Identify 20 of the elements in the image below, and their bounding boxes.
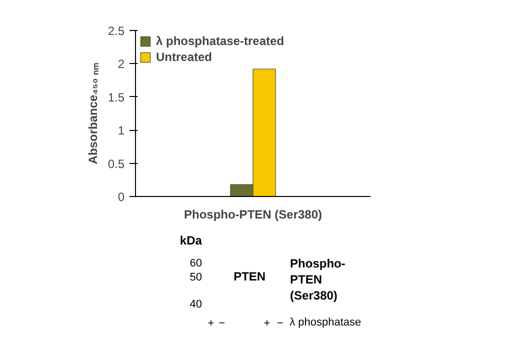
y-tick-label: 1.5 <box>108 90 125 104</box>
legend-label: λ phosphatase-treated <box>156 34 284 48</box>
y-tick-label: 0.5 <box>108 156 125 171</box>
text: + <box>264 318 270 330</box>
y-tick-label: 2.5 <box>108 24 125 38</box>
text: + <box>208 318 214 330</box>
y-tick-label: 2 <box>118 57 125 72</box>
text: 60 <box>190 258 202 270</box>
text: PTEN <box>234 270 266 284</box>
text: 50 <box>190 272 202 284</box>
text: − <box>276 318 284 330</box>
legend-label: Untreated <box>156 50 212 64</box>
text: − <box>218 318 226 330</box>
text: Phospho-PTEN (Ser380) <box>290 256 346 303</box>
text: 40 <box>190 298 202 310</box>
y-tick-label: 0 <box>118 190 125 204</box>
text: λ phosphatase <box>290 316 362 328</box>
y-tick-label: 1 <box>118 124 125 138</box>
text: kDa <box>180 234 202 248</box>
y-axis-title: Absorbance₄₅₀ ₙₘ <box>86 62 100 164</box>
